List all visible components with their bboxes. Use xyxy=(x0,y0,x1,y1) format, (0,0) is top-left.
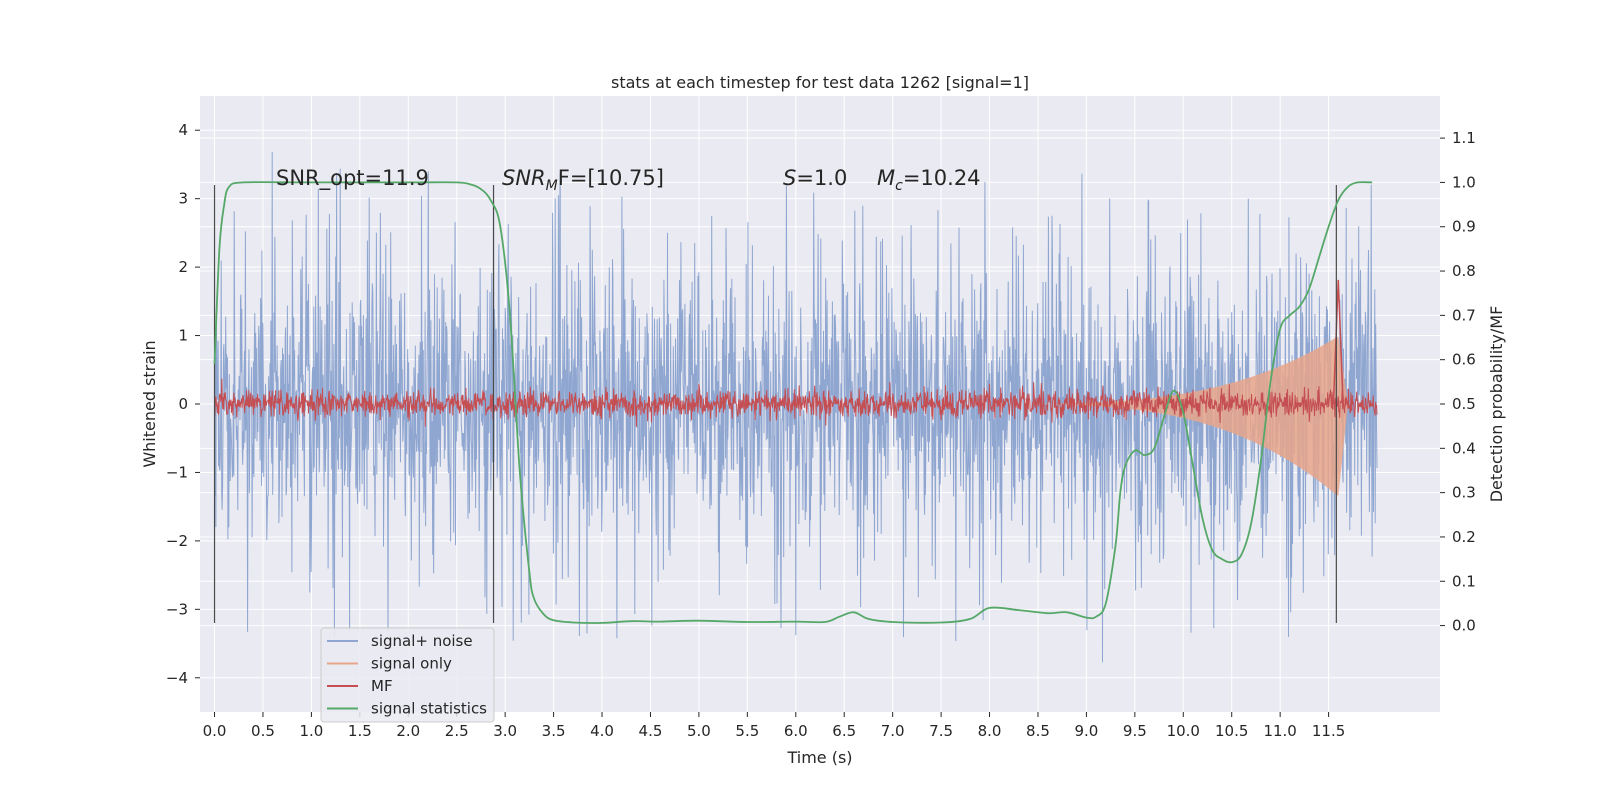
x-tick-label-13: 6.5 xyxy=(832,722,856,740)
y-left-tick-label-5: −1 xyxy=(166,463,188,481)
annotation-mc-value: =10.24 xyxy=(903,166,981,190)
x-tick-label-2: 1.0 xyxy=(299,722,323,740)
x-tick-label-4: 2.0 xyxy=(396,722,420,740)
annotation-mc-var: M xyxy=(877,166,895,190)
annotation-snr-mf-var: SNR xyxy=(502,166,546,190)
y-right-tick-label-0: 1.1 xyxy=(1452,129,1476,147)
y-right-tick-label-9: 0.2 xyxy=(1452,528,1476,546)
y-left-tick-label-2: 2 xyxy=(178,258,188,276)
legend-label-mf: MF xyxy=(371,677,393,695)
x-tick-label-9: 4.5 xyxy=(639,722,663,740)
annotation-snr-mf: SNRMF=[10.75] xyxy=(502,166,664,194)
x-tick-label-6: 3.0 xyxy=(493,722,517,740)
x-tick-label-1: 0.5 xyxy=(251,722,275,740)
y-left-tick-label-6: −2 xyxy=(166,532,188,550)
annotation-snr-mf-value: F=[10.75] xyxy=(558,166,664,190)
y-axis-left-label: Whitened strain xyxy=(140,340,159,467)
series-signal-statistics xyxy=(213,181,1373,624)
y-right-tick-label-5: 0.6 xyxy=(1452,351,1476,369)
y-right-tick-label-10: 0.1 xyxy=(1452,572,1476,590)
x-tick-label-23: 11.5 xyxy=(1312,722,1345,740)
y-right-tick-label-1: 1.0 xyxy=(1452,173,1476,191)
annotations: SNR_opt=11.9 SNRMF=[10.75] S=1.0 Mc=10.2… xyxy=(276,166,981,194)
legend-label-noise: signal+ noise xyxy=(371,632,473,650)
legend-label-chirp: signal only xyxy=(371,655,452,673)
x-tick-label-3: 1.5 xyxy=(348,722,372,740)
x-tick-label-21: 10.5 xyxy=(1215,722,1248,740)
annotation-s-value: =1.0 xyxy=(796,166,847,190)
y-right-tick-label-4: 0.7 xyxy=(1452,306,1476,324)
series-signal-only xyxy=(989,336,1348,496)
grid-lines xyxy=(200,96,1440,712)
x-tick-label-0: 0.0 xyxy=(203,722,227,740)
x-tick-label-7: 3.5 xyxy=(542,722,566,740)
annotation-s: S=1.0 xyxy=(783,166,847,190)
x-tick-label-22: 11.0 xyxy=(1263,722,1296,740)
x-tick-label-20: 10.0 xyxy=(1167,722,1200,740)
y-axis-right-label: Detection probability/MF xyxy=(1487,306,1506,503)
chart-title: stats at each timestep for test data 126… xyxy=(611,73,1029,92)
y-left-tick-label-7: −3 xyxy=(166,600,188,618)
x-tick-label-14: 7.0 xyxy=(881,722,905,740)
x-axis-label: Time (s) xyxy=(786,748,852,767)
x-tick-label-17: 8.5 xyxy=(1026,722,1050,740)
y-right-tick-label-6: 0.5 xyxy=(1452,395,1476,413)
legend-box xyxy=(320,627,495,723)
y-left-tick-label-4: 0 xyxy=(178,395,188,413)
y-right-tick-label-11: 0.0 xyxy=(1452,617,1476,635)
x-tick-label-5: 2.5 xyxy=(445,722,469,740)
legend: signal+ noise signal only MF signal statist… xyxy=(320,627,495,723)
plot-area xyxy=(213,151,1378,663)
x-tick-label-8: 4.0 xyxy=(590,722,614,740)
vertical-markers xyxy=(213,184,1337,624)
annotation-s-var: S xyxy=(783,166,796,190)
legend-label-curve: signal statistics xyxy=(371,700,487,718)
annotation-snr-mf-sub: M xyxy=(546,178,558,194)
x-tick-label-12: 6.0 xyxy=(784,722,808,740)
y-right-tick-label-2: 0.9 xyxy=(1452,218,1476,236)
annotation-mc-sub: c xyxy=(895,178,903,194)
x-axis-ticks: 0.0 0.5 1.0 1.5 2.0 2.5 3.0 3.5 4.0 4.5 5.0 5.5 6.0 6… xyxy=(203,712,1345,740)
series-mf-peak xyxy=(1332,279,1344,405)
annotation-snr-opt: SNR_opt=11.9 xyxy=(276,166,429,191)
x-tick-label-15: 7.5 xyxy=(929,722,953,740)
y-right-tick-label-8: 0.3 xyxy=(1452,484,1476,502)
y-left-tick-label-3: 1 xyxy=(178,327,188,345)
x-tick-label-19: 9.5 xyxy=(1123,722,1147,740)
y-axis-right-ticks: 1.1 1.0 0.9 0.8 0.7 0.6 0.5 0.4 0.3 0.2 0.1 0.0 xyxy=(1440,129,1476,635)
y-left-tick-label-1: 3 xyxy=(178,190,188,208)
y-left-tick-label-8: −4 xyxy=(166,669,188,687)
x-tick-label-11: 5.5 xyxy=(735,722,759,740)
y-left-tick-label-0: 4 xyxy=(178,121,188,139)
x-tick-label-10: 5.0 xyxy=(687,722,711,740)
y-right-tick-label-3: 0.8 xyxy=(1452,262,1476,280)
y-axis-left-ticks: 4 3 2 1 0 −1 −2 −3 −4 xyxy=(166,121,200,687)
x-tick-label-18: 9.0 xyxy=(1074,722,1098,740)
x-tick-label-16: 8.0 xyxy=(978,722,1002,740)
y-right-tick-label-7: 0.4 xyxy=(1452,439,1476,457)
annotation-mc: Mc=10.24 xyxy=(877,166,981,194)
